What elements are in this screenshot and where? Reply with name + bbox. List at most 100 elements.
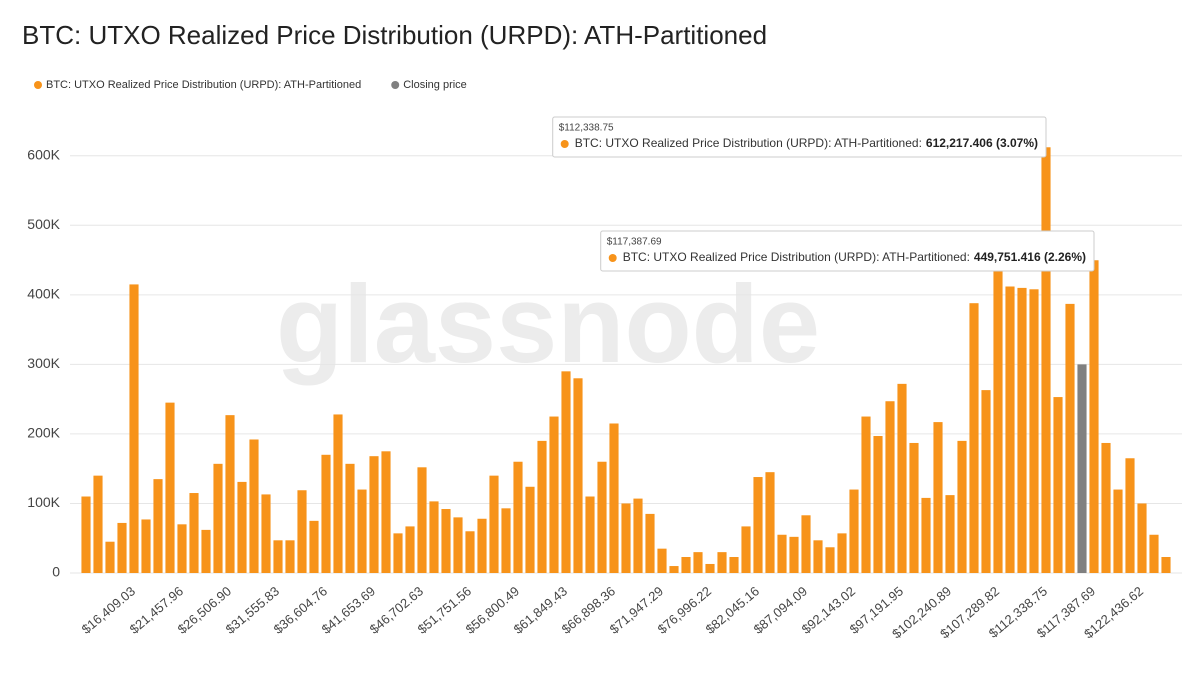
bar[interactable] xyxy=(801,515,811,573)
tooltip-value: 449,751.416 (2.26%) xyxy=(974,250,1086,264)
bar[interactable] xyxy=(369,456,379,573)
bar[interactable] xyxy=(117,522,127,573)
bar[interactable] xyxy=(753,477,763,573)
bar[interactable] xyxy=(177,524,187,573)
bar[interactable] xyxy=(249,439,259,573)
bar[interactable] xyxy=(573,378,583,573)
bar[interactable] xyxy=(873,436,883,573)
bar[interactable] xyxy=(621,503,631,573)
bar[interactable] xyxy=(537,440,547,573)
bar[interactable] xyxy=(417,467,427,573)
y-tick-label: 400K xyxy=(27,286,60,302)
bar[interactable] xyxy=(717,552,727,573)
bar[interactable] xyxy=(297,490,307,573)
chart-title: BTC: UTXO Realized Price Distribution (U… xyxy=(22,20,767,50)
bar[interactable] xyxy=(489,475,499,573)
tooltip-box xyxy=(600,230,1095,272)
bar[interactable] xyxy=(237,481,247,573)
bar[interactable] xyxy=(309,520,319,573)
legend-label[interactable]: Closing price xyxy=(403,79,467,91)
bar[interactable] xyxy=(381,451,391,573)
bar[interactable] xyxy=(945,495,955,573)
bar[interactable] xyxy=(993,267,1003,573)
bar[interactable] xyxy=(513,461,523,573)
bar[interactable] xyxy=(741,526,751,573)
bar[interactable] xyxy=(813,540,823,573)
bar[interactable] xyxy=(921,497,931,573)
bar[interactable] xyxy=(909,442,919,573)
bar[interactable] xyxy=(1101,442,1111,573)
tooltip-category: $117,387.69 xyxy=(607,237,662,248)
bar[interactable] xyxy=(693,552,703,573)
bar[interactable] xyxy=(837,533,847,573)
bar[interactable] xyxy=(1113,489,1123,573)
bar[interactable] xyxy=(777,534,787,573)
bar[interactable] xyxy=(333,414,343,573)
bar[interactable] xyxy=(429,501,439,573)
bar[interactable] xyxy=(201,529,211,573)
bar[interactable] xyxy=(765,472,775,573)
bar[interactable] xyxy=(81,496,91,573)
bar[interactable] xyxy=(1005,286,1015,573)
bar[interactable] xyxy=(1161,557,1171,573)
bar[interactable] xyxy=(525,486,535,573)
bar[interactable] xyxy=(669,566,679,573)
bar[interactable] xyxy=(609,423,619,573)
bar[interactable] xyxy=(189,493,199,573)
bar[interactable] xyxy=(465,531,475,573)
bar[interactable] xyxy=(345,463,355,573)
bar[interactable] xyxy=(285,540,295,573)
bar[interactable] xyxy=(1089,260,1099,573)
bar[interactable] xyxy=(1041,147,1051,573)
bar[interactable] xyxy=(789,536,799,573)
bar[interactable] xyxy=(1077,364,1087,573)
bar[interactable] xyxy=(213,463,223,573)
bar[interactable] xyxy=(957,440,967,573)
tooltip-series: BTC: UTXO Realized Price Distribution (U… xyxy=(623,250,970,264)
bar[interactable] xyxy=(477,518,487,573)
bar[interactable] xyxy=(129,284,139,573)
bar[interactable] xyxy=(141,519,151,573)
bar[interactable] xyxy=(165,402,175,573)
bar[interactable] xyxy=(933,422,943,573)
bar[interactable] xyxy=(549,416,559,573)
bar[interactable] xyxy=(1017,287,1027,573)
bar[interactable] xyxy=(1125,458,1135,573)
bar[interactable] xyxy=(597,461,607,573)
bar[interactable] xyxy=(453,517,463,573)
bar[interactable] xyxy=(1029,289,1039,573)
bar[interactable] xyxy=(825,547,835,573)
bar[interactable] xyxy=(645,513,655,573)
bar[interactable] xyxy=(501,508,511,573)
bar[interactable] xyxy=(273,540,283,573)
bar[interactable] xyxy=(393,533,403,573)
bar[interactable] xyxy=(321,454,331,573)
bar[interactable] xyxy=(561,371,571,573)
bar[interactable] xyxy=(1065,303,1075,573)
bar[interactable] xyxy=(1137,503,1147,573)
bar[interactable] xyxy=(705,563,715,573)
bar[interactable] xyxy=(1053,397,1063,573)
bar[interactable] xyxy=(105,541,115,573)
legend-swatch xyxy=(34,81,42,89)
bar[interactable] xyxy=(585,496,595,573)
bar[interactable] xyxy=(885,401,895,573)
bar[interactable] xyxy=(1149,534,1159,573)
bar[interactable] xyxy=(981,390,991,573)
bar[interactable] xyxy=(225,415,235,573)
bar[interactable] xyxy=(681,557,691,573)
bar[interactable] xyxy=(849,489,859,573)
bar[interactable] xyxy=(729,557,739,573)
bar[interactable] xyxy=(861,416,871,573)
legend-label[interactable]: BTC: UTXO Realized Price Distribution (U… xyxy=(46,79,361,91)
bar[interactable] xyxy=(357,489,367,573)
bar[interactable] xyxy=(153,479,163,573)
bar[interactable] xyxy=(969,303,979,573)
bar[interactable] xyxy=(441,509,451,573)
bar[interactable] xyxy=(657,548,667,573)
bar[interactable] xyxy=(405,526,415,573)
bar[interactable] xyxy=(897,383,907,573)
bar[interactable] xyxy=(93,475,103,573)
bar[interactable] xyxy=(633,498,643,573)
bar[interactable] xyxy=(261,494,271,573)
